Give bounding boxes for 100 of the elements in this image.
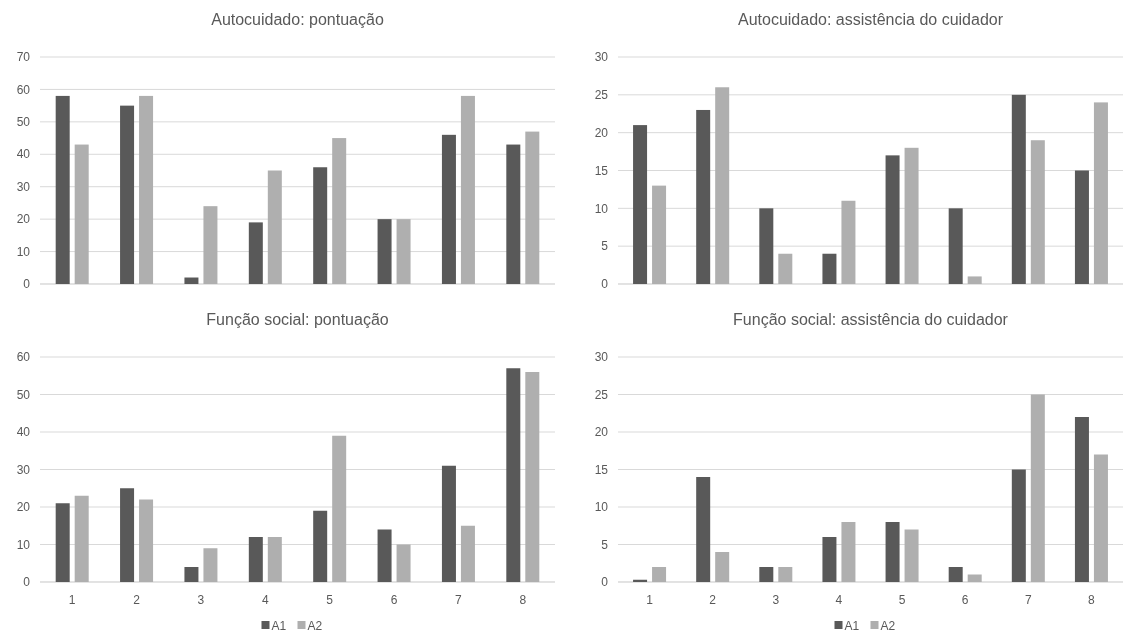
y-tick-label: 0: [23, 575, 31, 590]
bar: [120, 105, 135, 284]
x-tick-label: 8: [1088, 593, 1096, 607]
legend-label: A1: [271, 619, 287, 633]
bar: [841, 522, 856, 582]
bar: [525, 131, 540, 284]
bar: [248, 222, 263, 284]
bar: [822, 253, 837, 284]
bar: [1093, 454, 1108, 582]
legend-label: A1: [844, 619, 860, 633]
x-tick-label: 6: [390, 593, 398, 607]
bar: [1074, 170, 1089, 284]
bar: [525, 372, 540, 582]
x-tick-label: 5: [326, 593, 334, 607]
bar: [967, 276, 982, 284]
y-tick-label: 60: [16, 82, 31, 97]
y-tick-label: 0: [601, 277, 609, 292]
y-tick-label: 30: [594, 350, 609, 365]
bar: [904, 147, 919, 284]
y-tick-label: 10: [16, 537, 31, 552]
bar: [696, 109, 711, 284]
bar: [778, 567, 793, 582]
bar: [184, 567, 199, 582]
bar: [506, 368, 521, 582]
bar: [1074, 417, 1089, 582]
bar: [778, 253, 793, 284]
y-tick-label: 15: [594, 163, 609, 178]
bar: [267, 537, 282, 582]
y-tick-label: 40: [16, 147, 31, 162]
bar: [184, 277, 199, 284]
bar: [441, 134, 456, 284]
chart-title: Função social: assistência do cuidador: [733, 311, 1009, 328]
bar: [1011, 469, 1026, 582]
y-tick-label: 25: [594, 88, 609, 103]
x-tick-label: 8: [519, 593, 527, 607]
bar: [55, 503, 70, 582]
bar: [332, 138, 347, 284]
chart-title: Autocuidado: assistência do cuidador: [737, 11, 1004, 28]
bar: [139, 95, 154, 284]
chart-title: Função social: pontuação: [206, 311, 389, 328]
bar: [460, 95, 475, 284]
bar: [377, 219, 392, 284]
bar: [396, 544, 411, 582]
bar: [715, 87, 730, 284]
y-tick-label: 10: [594, 500, 609, 515]
bar: [715, 552, 730, 582]
chart-title: Autocuidado: pontuação: [211, 11, 384, 28]
bar: [377, 529, 392, 582]
y-tick-label: 0: [601, 575, 609, 590]
y-tick-label: 5: [601, 239, 609, 254]
bar: [1093, 102, 1108, 284]
bar: [506, 144, 521, 284]
y-tick-label: 40: [16, 425, 31, 440]
bar: [652, 567, 667, 582]
y-tick-label: 20: [594, 125, 609, 140]
bar: [1030, 394, 1045, 582]
y-tick-label: 10: [594, 201, 609, 216]
y-tick-label: 30: [594, 50, 609, 65]
x-tick-label: 4: [261, 593, 269, 607]
bar: [759, 208, 774, 284]
bar: [652, 185, 667, 284]
bar: [313, 167, 328, 284]
x-tick-label: 3: [772, 593, 780, 607]
bar: [203, 548, 218, 582]
y-tick-label: 50: [16, 387, 31, 402]
y-tick-label: 15: [594, 462, 609, 477]
y-tick-label: 60: [16, 350, 31, 365]
bar: [967, 574, 982, 582]
legend-label: A2: [307, 619, 323, 633]
bar: [822, 537, 837, 582]
bar: [332, 435, 347, 582]
y-tick-label: 20: [16, 500, 31, 515]
x-tick-label: 4: [835, 593, 843, 607]
bar: [396, 219, 411, 284]
x-tick-label: 2: [709, 593, 717, 607]
x-tick-label: 1: [68, 593, 76, 607]
bar: [885, 522, 900, 582]
bar: [633, 125, 648, 284]
y-tick-label: 25: [594, 387, 609, 402]
bar: [1030, 140, 1045, 284]
bar: [904, 529, 919, 582]
x-tick-label: 1: [646, 593, 654, 607]
bar: [120, 488, 135, 582]
bar: [74, 495, 89, 582]
x-tick-label: 3: [197, 593, 205, 607]
bar: [460, 525, 475, 582]
bar: [948, 567, 963, 582]
x-tick-label: 7: [1024, 593, 1032, 607]
y-tick-label: 30: [16, 179, 31, 194]
bar: [55, 95, 70, 284]
bar: [885, 155, 900, 284]
y-tick-label: 70: [16, 50, 31, 65]
y-tick-label: 5: [601, 537, 609, 552]
y-tick-label: 20: [16, 212, 31, 227]
legend-label: A2: [880, 619, 896, 633]
x-tick-label: 2: [133, 593, 141, 607]
bar: [248, 537, 263, 582]
bar: [267, 170, 282, 284]
x-tick-label: 6: [961, 593, 969, 607]
bar: [139, 499, 154, 582]
